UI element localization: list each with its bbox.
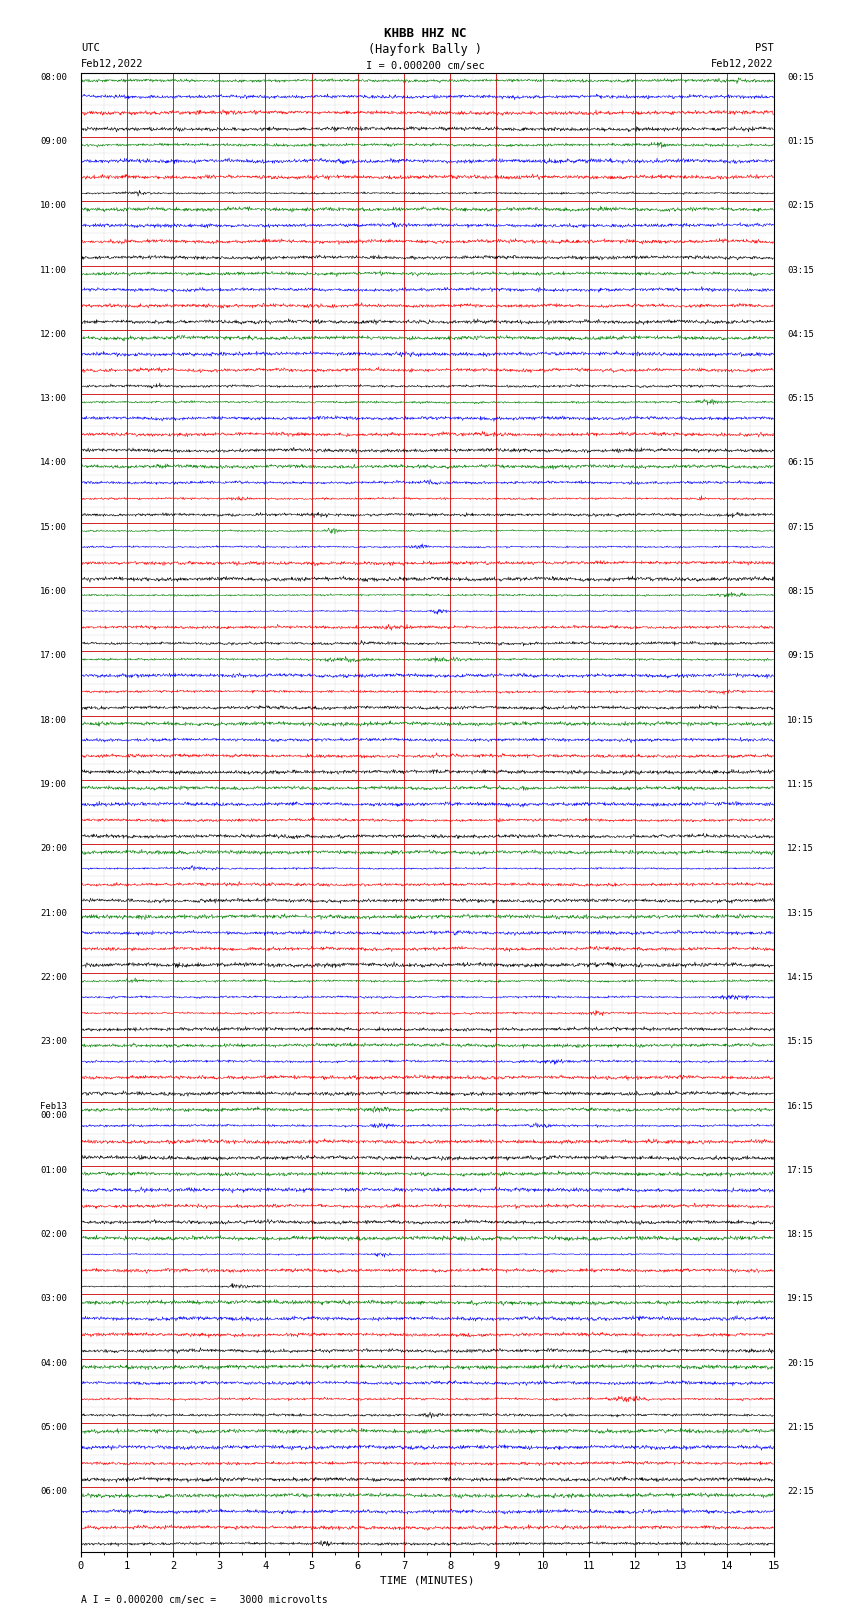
Text: 04:00: 04:00 — [40, 1358, 67, 1368]
Text: 00:15: 00:15 — [787, 73, 814, 82]
Text: 01:00: 01:00 — [40, 1166, 67, 1174]
Text: 06:15: 06:15 — [787, 458, 814, 468]
Text: 13:00: 13:00 — [40, 394, 67, 403]
Text: KHBB HHZ NC: KHBB HHZ NC — [383, 27, 467, 40]
Text: PST: PST — [755, 44, 774, 53]
Text: 05:00: 05:00 — [40, 1423, 67, 1432]
Text: 02:00: 02:00 — [40, 1231, 67, 1239]
Text: 21:15: 21:15 — [787, 1423, 814, 1432]
Text: A I = 0.000200 cm/sec =    3000 microvolts: A I = 0.000200 cm/sec = 3000 microvolts — [81, 1595, 327, 1605]
Text: 14:00: 14:00 — [40, 458, 67, 468]
Text: 22:00: 22:00 — [40, 973, 67, 982]
Text: 13:15: 13:15 — [787, 908, 814, 918]
Text: 16:00: 16:00 — [40, 587, 67, 597]
Text: I = 0.000200 cm/sec: I = 0.000200 cm/sec — [366, 61, 484, 71]
Text: 18:15: 18:15 — [787, 1231, 814, 1239]
Text: 03:15: 03:15 — [787, 266, 814, 274]
Text: 10:15: 10:15 — [787, 716, 814, 724]
Text: 11:00: 11:00 — [40, 266, 67, 274]
Text: 12:15: 12:15 — [787, 844, 814, 853]
Text: 03:00: 03:00 — [40, 1295, 67, 1303]
Text: 22:15: 22:15 — [787, 1487, 814, 1497]
Text: 20:15: 20:15 — [787, 1358, 814, 1368]
Text: 05:15: 05:15 — [787, 394, 814, 403]
Text: 11:15: 11:15 — [787, 781, 814, 789]
Text: 02:15: 02:15 — [787, 202, 814, 210]
Text: Feb13
00:00: Feb13 00:00 — [40, 1102, 67, 1121]
Text: 19:15: 19:15 — [787, 1295, 814, 1303]
Text: 08:15: 08:15 — [787, 587, 814, 597]
Text: 15:15: 15:15 — [787, 1037, 814, 1047]
X-axis label: TIME (MINUTES): TIME (MINUTES) — [380, 1576, 474, 1586]
Text: 10:00: 10:00 — [40, 202, 67, 210]
Text: 12:00: 12:00 — [40, 329, 67, 339]
Text: 07:15: 07:15 — [787, 523, 814, 532]
Text: 17:00: 17:00 — [40, 652, 67, 660]
Text: 20:00: 20:00 — [40, 844, 67, 853]
Text: 09:00: 09:00 — [40, 137, 67, 145]
Text: 17:15: 17:15 — [787, 1166, 814, 1174]
Text: 18:00: 18:00 — [40, 716, 67, 724]
Text: 08:00: 08:00 — [40, 73, 67, 82]
Text: 09:15: 09:15 — [787, 652, 814, 660]
Text: 01:15: 01:15 — [787, 137, 814, 145]
Text: UTC: UTC — [81, 44, 99, 53]
Text: 06:00: 06:00 — [40, 1487, 67, 1497]
Text: Feb12,2022: Feb12,2022 — [81, 60, 144, 69]
Text: 15:00: 15:00 — [40, 523, 67, 532]
Text: 19:00: 19:00 — [40, 781, 67, 789]
Text: 16:15: 16:15 — [787, 1102, 814, 1110]
Text: 04:15: 04:15 — [787, 329, 814, 339]
Text: 14:15: 14:15 — [787, 973, 814, 982]
Text: 23:00: 23:00 — [40, 1037, 67, 1047]
Text: 21:00: 21:00 — [40, 908, 67, 918]
Text: Feb12,2022: Feb12,2022 — [711, 60, 774, 69]
Text: (Hayfork Bally ): (Hayfork Bally ) — [368, 44, 482, 56]
